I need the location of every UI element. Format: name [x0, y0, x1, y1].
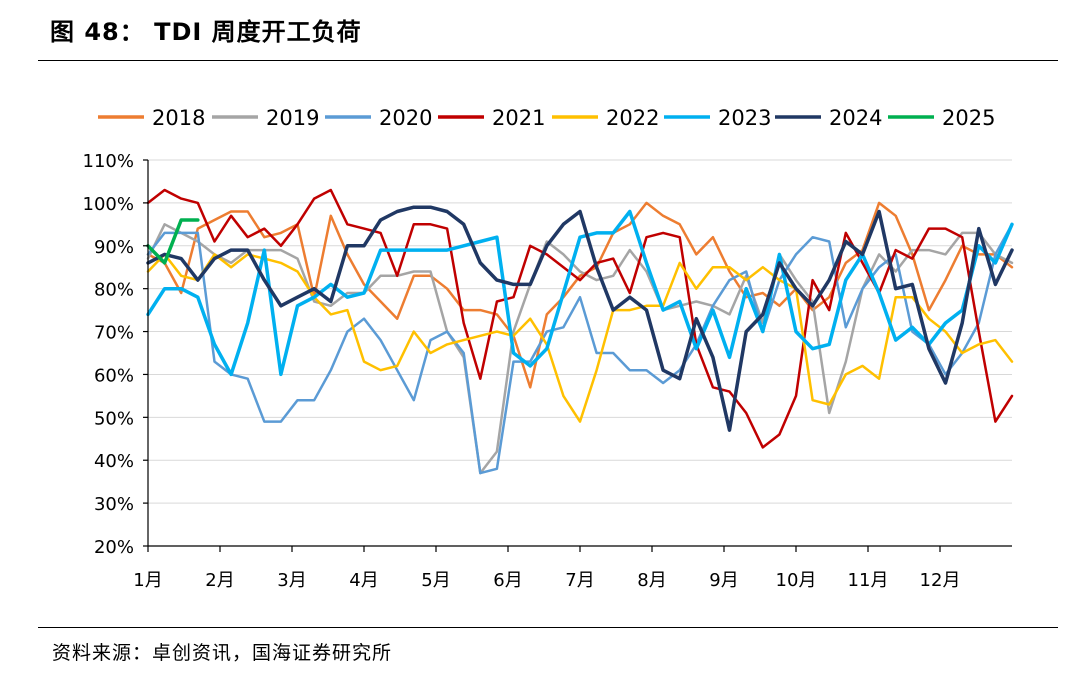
legend-label-2024: 2024	[829, 106, 882, 130]
legend-label-2021: 2021	[492, 106, 545, 130]
y-tick-label: 30%	[94, 494, 134, 515]
y-tick-label: 60%	[94, 365, 134, 386]
legend-label-2019: 2019	[266, 106, 319, 130]
page-title: 图 48： TDI 周度开工负荷	[50, 18, 362, 46]
series-line-2020	[146, 223, 1014, 475]
x-tick-label: 9月	[709, 570, 738, 591]
legend-label-2025: 2025	[942, 106, 995, 130]
x-tick-label: 6月	[493, 570, 522, 591]
x-tick-label: 12月	[920, 570, 961, 591]
y-tick-label: 110%	[83, 151, 134, 172]
series-line-2018	[146, 201, 1014, 389]
x-tick-label: 8月	[637, 570, 666, 591]
grid-layer	[148, 159, 1012, 504]
x-tick-label: 7月	[565, 570, 594, 591]
x-tick-label: 11月	[848, 570, 889, 591]
footer-divider	[38, 627, 1058, 628]
x-tick-label: 2月	[205, 570, 234, 591]
series-line-2025	[146, 218, 200, 265]
series-layer	[146, 188, 1014, 475]
y-tick-label: 90%	[94, 237, 134, 258]
x-tick-label: 3月	[277, 570, 306, 591]
legend-label-2022: 2022	[606, 106, 659, 130]
legend: 2018 2019 2020 2021 2022 2023 2024 2025	[98, 106, 995, 130]
y-tick-label: 70%	[94, 323, 134, 344]
y-tick-label: 40%	[94, 451, 134, 472]
series-line-2022	[146, 253, 1014, 423]
series-line-2024	[146, 205, 1014, 432]
legend-label-2020: 2020	[379, 106, 432, 130]
y-tick-label: 50%	[94, 408, 134, 429]
x-tick-label: 4月	[349, 570, 378, 591]
y-tick-label: 80%	[94, 280, 134, 301]
x-tick-label: 10月	[776, 570, 817, 591]
series-line-2019	[146, 223, 1014, 475]
legend-label-2018: 2018	[152, 106, 205, 130]
legend-label-2023: 2023	[718, 106, 771, 130]
source-note: 资料来源：卓创资讯，国海证券研究所	[52, 642, 393, 664]
x-tick-label: 1月	[133, 570, 162, 591]
tdi-weekly-load-chart: 20% 30% 40% 50% 60% 70% 80% 90% 100% 110% 1月 2月 3月 4月…	[83, 106, 1014, 591]
x-tick-label: 5月	[421, 570, 450, 591]
y-tick-label: 100%	[83, 194, 134, 215]
series-line-2021	[146, 188, 1014, 449]
y-tick-label: 20%	[94, 537, 134, 558]
series-line-2023	[146, 209, 1014, 377]
title-divider	[38, 60, 1058, 61]
axis-layer: 20% 30% 40% 50% 60% 70% 80% 90% 100% 110% 1月 2月 3月 4月…	[83, 151, 1012, 591]
